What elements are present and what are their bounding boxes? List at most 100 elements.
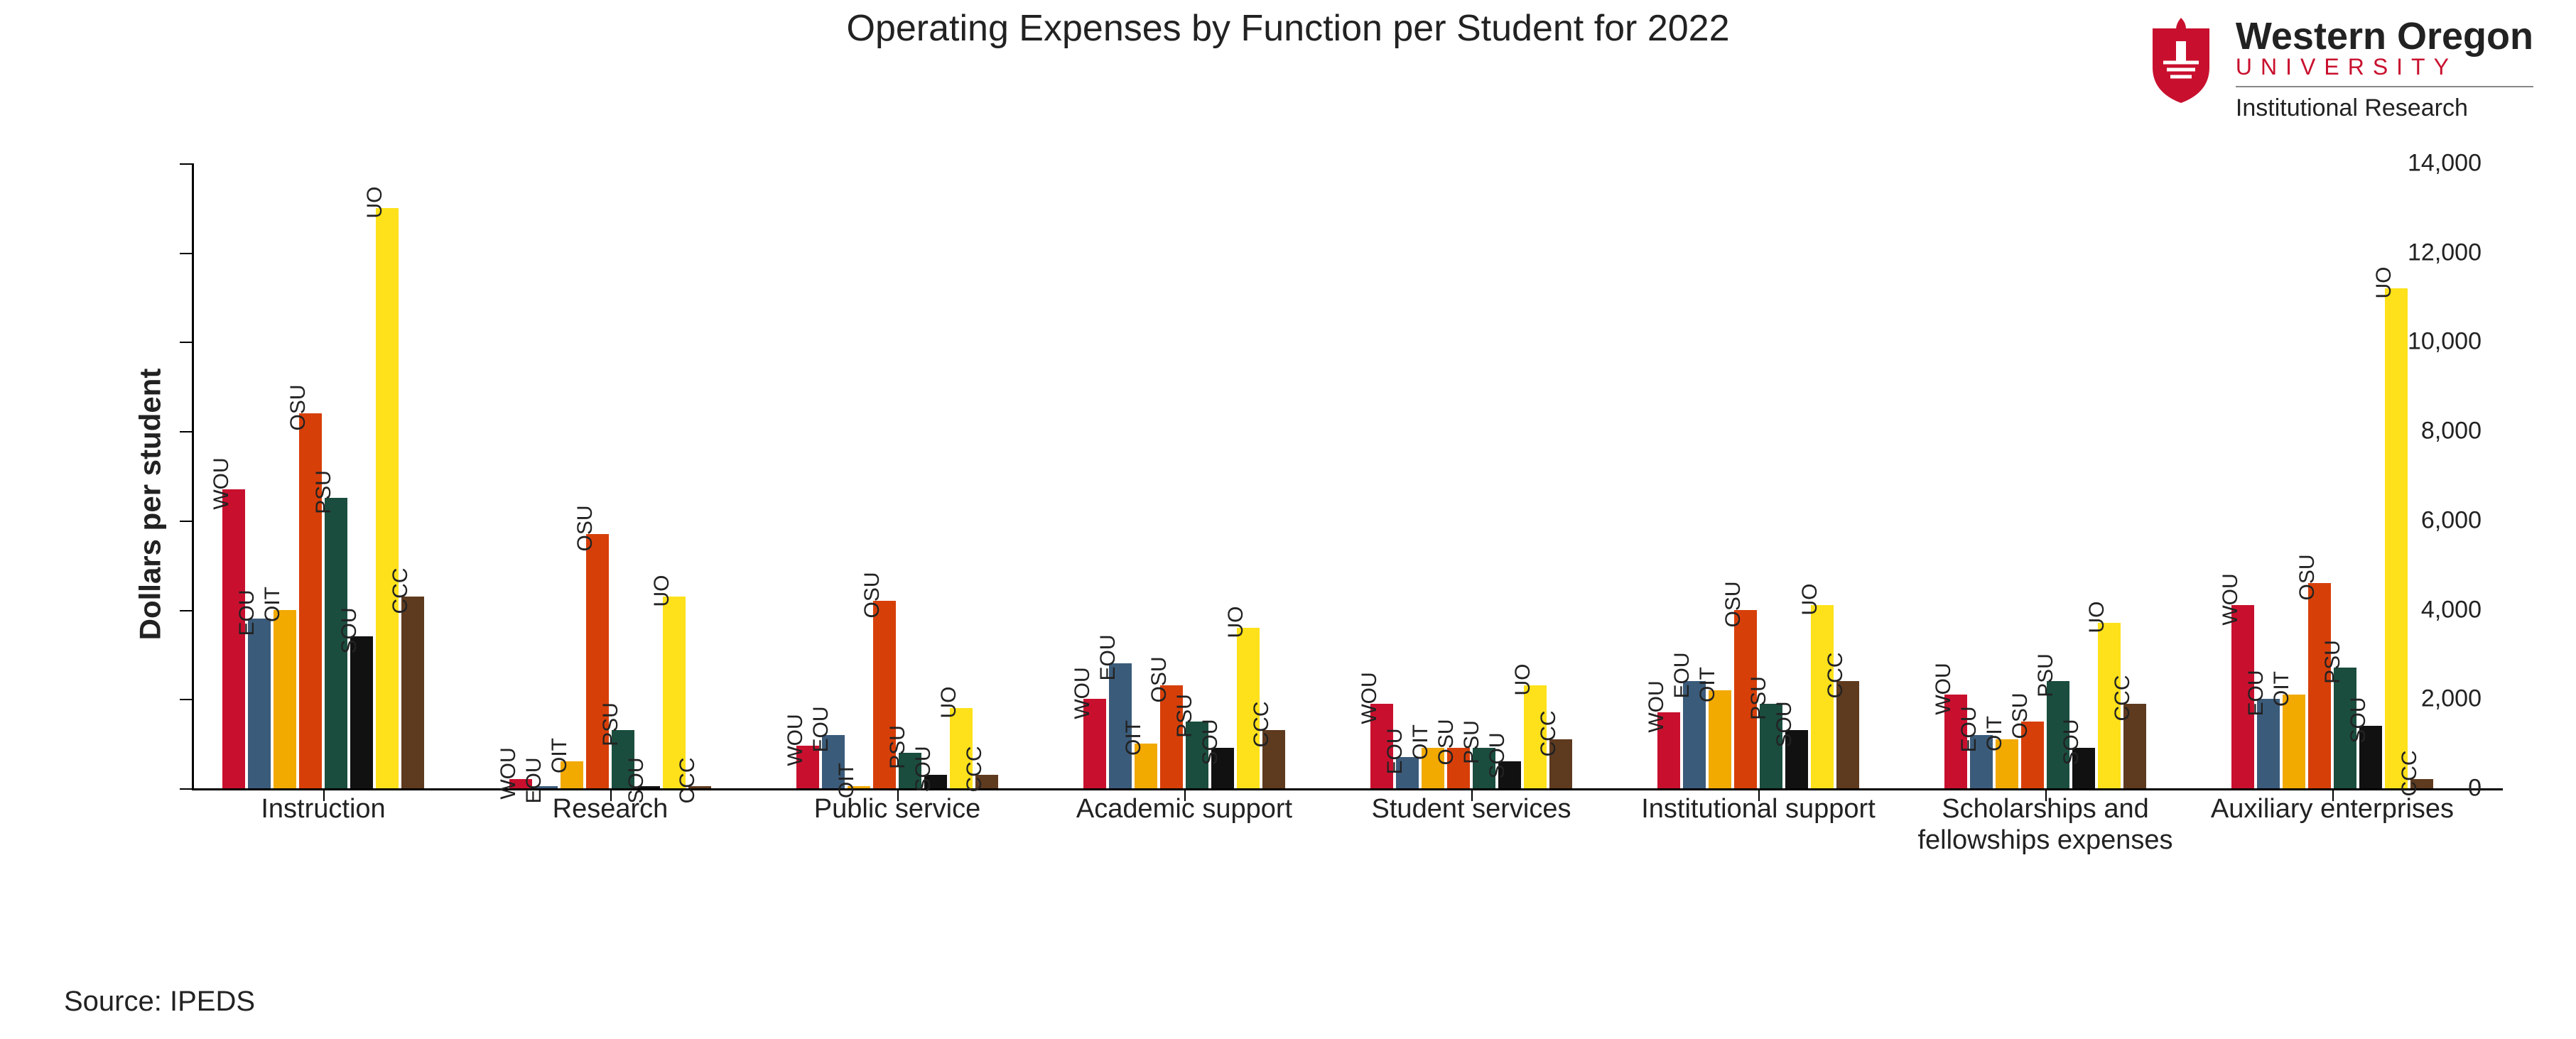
bar-label: PSU (312, 471, 336, 515)
bar-label: PSU (1173, 694, 1197, 738)
bar-label: UO (1798, 584, 1822, 616)
bar-label: UO (2372, 267, 2396, 299)
bar-label: OIT (2270, 671, 2294, 707)
category-group: WOUEOUOITOSUPSUSOUUOCCC (796, 163, 998, 788)
bar-label: EOU (235, 590, 259, 636)
bar-oit: OIT (2283, 695, 2305, 788)
bar-label: WOU (497, 748, 521, 800)
bar-sou: SOU (1211, 748, 1234, 788)
bar-label: PSU (1747, 676, 1771, 720)
bar-label: WOU (1071, 668, 1095, 719)
bar-label: SOU (2060, 719, 2084, 766)
bar-label: UO (650, 575, 674, 606)
wou-logo-icon (2142, 14, 2220, 110)
bar-eou: EOU (1396, 757, 1419, 788)
brand-dept: Institutional Research (2236, 94, 2533, 122)
category-label: Instruction (194, 794, 453, 825)
bar-label: SOU (1485, 733, 1510, 779)
bar-label: EOU (1383, 728, 1407, 774)
y-tick (180, 342, 194, 343)
bar-label: PSU (1460, 721, 1484, 765)
bar-sou: SOU (1785, 730, 1808, 788)
bar-label: OSU (1147, 657, 1171, 703)
bar-label: EOU (1957, 706, 1981, 752)
bar-wou: WOU (1083, 699, 1106, 788)
brand-block: Western Oregon UNIVERSITY Institutional … (2142, 14, 2533, 122)
bar-osu: OSU (586, 534, 609, 788)
category-group: WOUEOUOITOSUPSUSOUUOCCC (1944, 163, 2146, 788)
bar-uo: UO (376, 208, 399, 788)
bar-sou: SOU (1498, 761, 1521, 788)
bar-osu: OSU (2021, 722, 2044, 788)
bar-oit: OIT (1709, 690, 1731, 788)
bar-label: OSU (2295, 554, 2320, 600)
bar-label: EOU (809, 706, 833, 752)
bar-label: UO (937, 686, 961, 718)
bar-sou: SOU (924, 775, 947, 788)
bar-label: WOU (1358, 672, 1382, 724)
bar-uo: UO (2385, 288, 2408, 788)
category-label: Public service (768, 794, 1027, 825)
bar-label: UO (363, 186, 387, 218)
bar-label: UO (1224, 606, 1248, 638)
bar-label: SOU (911, 746, 936, 793)
bar-label: OSU (573, 505, 597, 551)
category-group: WOUEOUOITOSUPSUSOUUOCCC (222, 163, 424, 788)
bar-label: CCC (1537, 710, 1561, 756)
brand-subtitle: UNIVERSITY (2236, 54, 2533, 87)
bar-ccc: CCC (1549, 739, 1572, 788)
bar-eou: EOU (2257, 699, 2280, 788)
y-tick (180, 163, 194, 165)
bar-label: UO (1511, 664, 1535, 696)
bar-label: PSU (2321, 640, 2345, 684)
bar-label: EOU (1670, 653, 1694, 699)
bar-oit: OIT (274, 610, 296, 788)
bar-label: WOU (1932, 663, 1956, 714)
bar-label: UO (2085, 602, 2109, 633)
y-axis-title: Dollars per student (133, 369, 167, 641)
bar-wou: WOU (1657, 712, 1680, 788)
bar-label: EOU (1096, 634, 1120, 680)
brand-name: Western Oregon (2236, 14, 2533, 58)
category-label: Institutional support (1629, 794, 1888, 825)
bar-label: OIT (1696, 667, 1720, 702)
bar-label: CCC (2398, 751, 2422, 797)
bar-label: CCC (389, 567, 413, 614)
bar-label: WOU (2219, 574, 2243, 626)
category-group: WOUEOUOITOSUPSUSOUUOCCC (509, 163, 711, 788)
category-label: Scholarships and fellowships expenses (1916, 794, 2175, 856)
category-label: Auxiliary enterprises (2203, 794, 2462, 825)
bar-sou: SOU (2072, 748, 2095, 788)
bar-ccc: CCC (1836, 681, 1859, 788)
category-label: Student services (1342, 794, 1601, 825)
bar-oit: OIT (848, 786, 870, 788)
bar-wou: WOU (222, 489, 245, 788)
bar-eou: EOU (535, 786, 558, 788)
y-tick (180, 610, 194, 611)
bar-label: OSU (2008, 692, 2033, 739)
bar-label: OIT (1409, 724, 1433, 760)
bar-label: OSU (286, 384, 310, 430)
bar-label: WOU (784, 714, 808, 766)
source-label: Source: IPEDS (64, 986, 255, 1018)
bar-label: CCC (2111, 675, 2135, 721)
bar-label: PSU (2034, 653, 2058, 697)
bar-sou: SOU (637, 786, 660, 788)
y-tick (180, 699, 194, 700)
bar-sou: SOU (2359, 726, 2382, 788)
category-label: Academic support (1055, 794, 1314, 825)
bar-eou: EOU (248, 619, 271, 788)
bar-osu: OSU (2308, 583, 2331, 788)
bar-ccc: CCC (975, 775, 998, 788)
bar-label: PSU (886, 725, 910, 769)
bar-label: CCC (963, 746, 987, 793)
bar-label: SOU (337, 608, 362, 654)
bar-label: OIT (835, 763, 859, 798)
bar-oit: OIT (1135, 744, 1157, 788)
bar-sou: SOU (350, 636, 373, 788)
bar-label: OSU (860, 572, 884, 618)
bar-ccc: CCC (688, 786, 711, 788)
category-group: WOUEOUOITOSUPSUSOUUOCCC (1370, 163, 1572, 788)
bar-label: CCC (1824, 653, 1848, 699)
bar-label: EOU (2244, 670, 2268, 717)
